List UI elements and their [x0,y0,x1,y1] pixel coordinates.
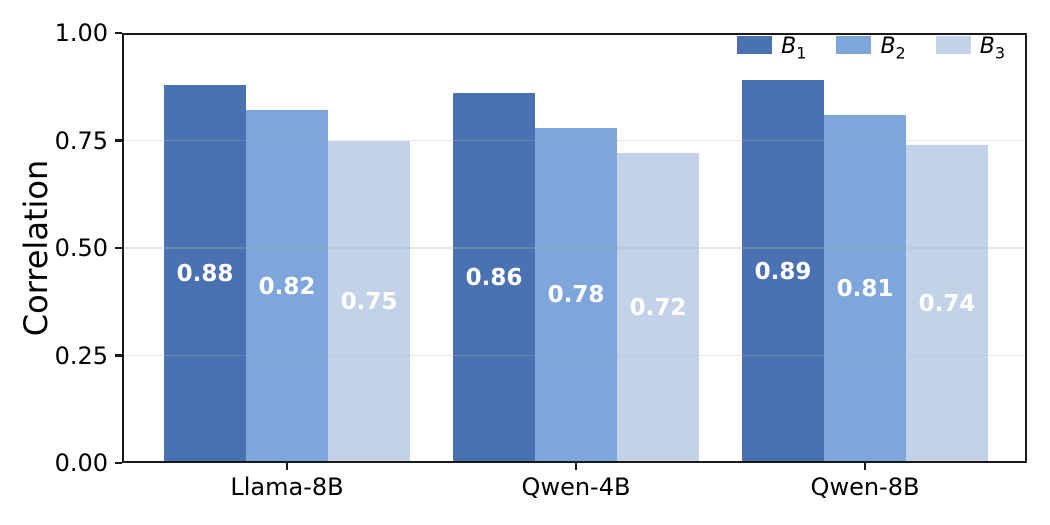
bar-b3-qwen-8b [906,144,988,463]
y-tick-0.25 [115,354,122,357]
bar-b2-llama-8b [246,110,328,463]
y-tick-0.00 [115,461,122,465]
legend: B1 B2 B3 [737,32,1005,63]
plot-area: 0.88 0.86 0.89 0.82 0.78 0.81 0.75 0.72 0.74 0.00… [55,19,1027,501]
legend-item-b1: B1 [737,32,807,63]
legend-swatch-b3 [935,36,971,54]
gridline-0.75 [122,139,1027,142]
bar-b1-qwen-4b [453,93,535,463]
legend-swatch-b2 [836,36,872,54]
x-tick-label-qwen-8b: Qwen-8B [810,473,920,501]
bar-value-b1-qwen-8b: 0.89 [754,258,812,285]
legend-swatch-b1 [737,36,773,54]
bar-b1-llama-8b [164,84,246,463]
bar-b1-qwen-8b [742,80,824,463]
x-tick-label-llama-8b: Llama-8B [230,473,344,501]
bar-value-b3-qwen-8b: 0.74 [918,290,976,317]
legend-label-b3: B3 [979,34,1005,63]
x-tick-label-qwen-4b: Qwen-4B [521,473,631,501]
bar-value-b2-qwen-4b: 0.78 [547,282,605,309]
gridline-0.25 [122,354,1027,357]
y-tick-label-1.00: 1.00 [54,19,108,47]
bar-value-b1-qwen-4b: 0.86 [465,265,523,292]
bar-b3-llama-8b [328,140,410,463]
y-tick-label-0.00: 0.00 [54,449,108,477]
bar-b2-qwen-8b [824,114,906,463]
gridline-0.5 [122,247,1027,249]
legend-item-b3: B3 [935,32,1005,63]
bar-value-b2-qwen-8b: 0.81 [836,275,894,302]
x-tick-llama-8b [285,463,289,470]
legend-item-b2: B2 [836,32,906,63]
bar-value-b3-qwen-4b: 0.72 [629,295,687,322]
bar-value-b2-llama-8b: 0.82 [258,273,316,300]
y-tick-label-0.50: 0.50 [54,234,108,262]
legend-label-b1: B1 [781,34,807,63]
bar-value-b1-llama-8b: 0.88 [176,260,234,287]
y-tick-0.50 [115,246,122,250]
y-tick-label-0.25: 0.25 [54,341,108,370]
bar-b2-qwen-4b [535,127,617,463]
legend-label-b2: B2 [880,34,906,63]
y-tick-label-0.75: 0.75 [54,126,108,155]
y-tick-0.75 [115,139,122,142]
bar-value-b3-llama-8b: 0.75 [340,288,398,315]
x-tick-qwen-8b [863,463,867,470]
y-tick-1.00 [115,31,122,35]
bar-b3-qwen-4b [617,153,699,463]
x-tick-qwen-4b [574,463,578,470]
